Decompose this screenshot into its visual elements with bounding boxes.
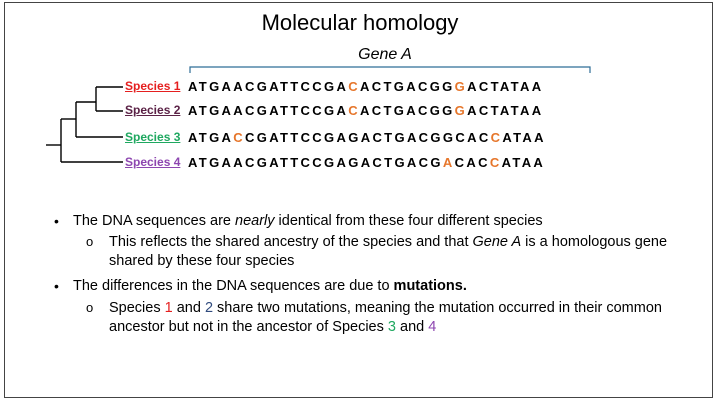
- species-3-number: 3: [387, 319, 396, 335]
- sequence-segment: CAC: [454, 155, 490, 170]
- mutation-base: G: [454, 79, 468, 94]
- sequence-segment: ATAA: [501, 155, 546, 170]
- species-4-number: 4: [428, 319, 437, 335]
- mutation-base: G: [454, 103, 468, 118]
- species-2-sequence: ATGAACGATTCCGACACTGACGGGACTATAA: [188, 103, 543, 118]
- mutation-base: C: [233, 130, 246, 145]
- sequence-segment: CGATTCCGAGACTGACGGCAC: [245, 130, 491, 145]
- sequence-segment: ACTATAA: [467, 79, 544, 94]
- sequence-segment: ATAA: [502, 130, 546, 145]
- sub-bullet-2-text: Species 1 and 2 share two mutations, mea…: [109, 300, 662, 335]
- sequence-segment: ACTATAA: [467, 103, 544, 118]
- sub-bullet-2-glyph: o: [86, 300, 94, 315]
- bullet-1-text: The DNA sequences are nearly identical f…: [73, 213, 543, 229]
- mutation-base: C: [490, 130, 503, 145]
- species-3-sequence: ATGACCGATTCCGAGACTGACGGCACCATAA: [188, 130, 546, 145]
- bullet-2-glyph: •: [54, 278, 59, 294]
- mutation-base: C: [348, 103, 360, 118]
- species-4-label: Species 4: [125, 155, 181, 169]
- species-1-label: Species 1: [125, 79, 181, 93]
- species-2-number: 2: [204, 300, 214, 316]
- mutation-base: A: [442, 155, 455, 170]
- bullet-2-text: The differences in the DNA sequences are…: [73, 278, 467, 294]
- species-1-number: 1: [164, 300, 173, 316]
- sub-bullet-1-text: This reflects the shared ancestry of the…: [109, 234, 668, 269]
- gene-label: Gene A: [358, 46, 412, 63]
- sequence-segment: ATGA: [188, 130, 234, 145]
- mutation-base: C: [489, 155, 502, 170]
- bullet-1-glyph: •: [54, 213, 59, 229]
- slide-title: Molecular homology: [261, 10, 459, 35]
- mutation-base: C: [348, 79, 360, 94]
- species-3-label: Species 3: [125, 130, 181, 144]
- sequence-segment: ATGAACGATTCCGAGACTGACG: [188, 155, 443, 170]
- species-2-label: Species 2: [125, 103, 181, 117]
- species-4-sequence: ATGAACGATTCCGAGACTGACGACACCATAA: [188, 155, 545, 170]
- sequence-segment: ACTGACGG: [359, 103, 455, 118]
- slide-frame: [4, 2, 713, 398]
- species-1-sequence: ATGAACGATTCCGACACTGACGGGACTATAA: [188, 79, 543, 94]
- sequence-segment: ACTGACGG: [359, 79, 455, 94]
- sequence-segment: ATGAACGATTCCGA: [188, 103, 349, 118]
- sequence-segment: ATGAACGATTCCGA: [188, 79, 349, 94]
- sub-bullet-1-glyph: o: [86, 234, 94, 249]
